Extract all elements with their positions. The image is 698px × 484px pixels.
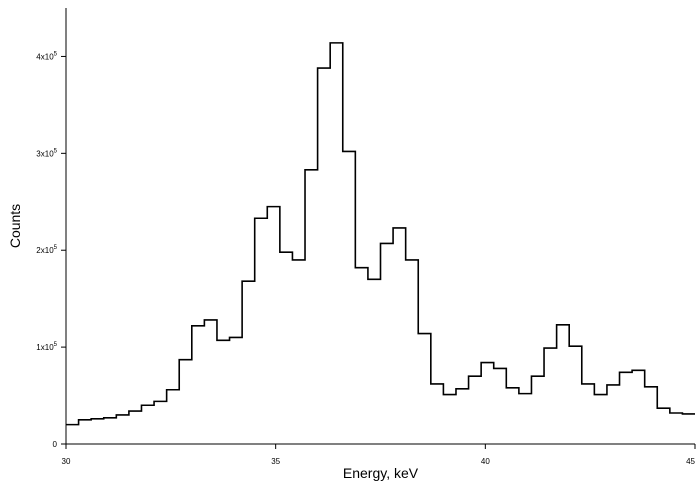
y-tick-label: 2x105 bbox=[36, 245, 57, 255]
x-tick-label: 30 bbox=[62, 457, 71, 466]
y-tick-label: 1x105 bbox=[36, 342, 57, 352]
y-axis-title: Counts bbox=[7, 204, 23, 248]
x-axis-title: Energy, keV bbox=[343, 465, 419, 481]
x-tick-label: 40 bbox=[481, 457, 490, 466]
x-axis-ticks: 30 35 40 45 bbox=[62, 444, 696, 466]
y-tick-label: 4x105 bbox=[36, 51, 57, 61]
axes bbox=[65, 8, 695, 445]
y-tick-label: 3x105 bbox=[36, 148, 57, 158]
y-tick-label: 0 bbox=[53, 440, 58, 449]
x-tick-label: 45 bbox=[686, 457, 695, 466]
series-layer bbox=[66, 42, 695, 426]
y-axis-ticks: 0 1x105 2x105 3x105 4x105 bbox=[36, 51, 66, 449]
x-tick-label: 35 bbox=[271, 457, 280, 466]
spectrum-series-line bbox=[66, 42, 695, 426]
